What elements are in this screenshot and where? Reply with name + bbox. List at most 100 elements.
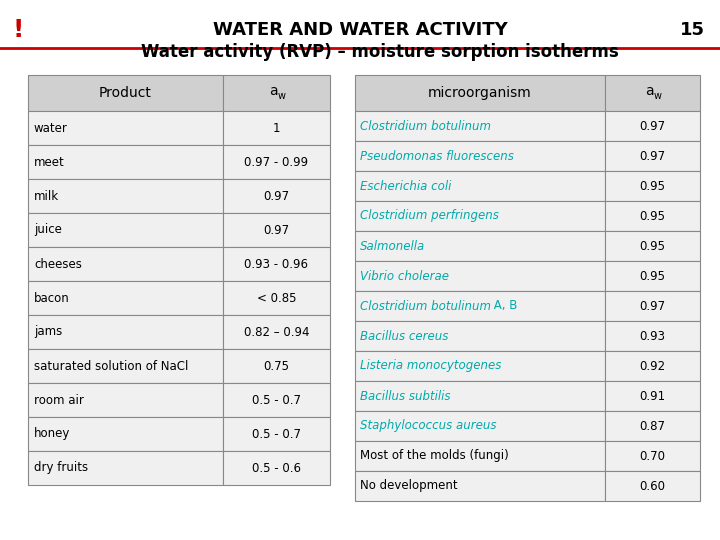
Text: 0.97: 0.97 xyxy=(639,300,665,313)
Bar xyxy=(605,231,700,261)
Text: WATER AND WATER ACTIVITY: WATER AND WATER ACTIVITY xyxy=(212,21,508,39)
Text: 0.95: 0.95 xyxy=(639,240,665,253)
Bar xyxy=(355,75,605,111)
Bar xyxy=(605,75,700,111)
Bar xyxy=(223,213,330,247)
Text: Vibrio cholerae: Vibrio cholerae xyxy=(360,269,449,282)
Bar xyxy=(28,145,223,179)
Text: Clostridium botulinum: Clostridium botulinum xyxy=(360,300,491,313)
Bar xyxy=(223,111,330,145)
Bar xyxy=(605,111,700,141)
Text: Staphylococcus aureus: Staphylococcus aureus xyxy=(360,420,497,433)
Text: < 0.85: < 0.85 xyxy=(257,292,296,305)
Bar xyxy=(223,451,330,485)
Bar xyxy=(355,351,605,381)
Bar xyxy=(28,213,223,247)
Text: 0.5 - 0.6: 0.5 - 0.6 xyxy=(252,462,301,475)
Bar xyxy=(223,281,330,315)
Bar xyxy=(605,441,700,471)
Bar xyxy=(355,291,605,321)
Bar xyxy=(28,451,223,485)
Text: honey: honey xyxy=(34,428,71,441)
Bar xyxy=(605,471,700,501)
Text: 0.97 - 0.99: 0.97 - 0.99 xyxy=(244,156,309,168)
Text: 0.75: 0.75 xyxy=(264,360,289,373)
Bar xyxy=(223,179,330,213)
Bar xyxy=(355,471,605,501)
Bar xyxy=(223,349,330,383)
Bar xyxy=(28,281,223,315)
Bar xyxy=(605,381,700,411)
Bar xyxy=(605,141,700,171)
Text: 0.93: 0.93 xyxy=(639,329,665,342)
Text: 0.97: 0.97 xyxy=(264,190,289,202)
Text: Product: Product xyxy=(99,86,152,100)
Text: Bacillus subtilis: Bacillus subtilis xyxy=(360,389,451,402)
Bar xyxy=(28,417,223,451)
Text: jams: jams xyxy=(34,326,62,339)
Text: 0.5 - 0.7: 0.5 - 0.7 xyxy=(252,394,301,407)
Bar xyxy=(605,201,700,231)
Text: 0.97: 0.97 xyxy=(639,119,665,132)
Text: 0.82 – 0.94: 0.82 – 0.94 xyxy=(244,326,310,339)
Bar xyxy=(355,171,605,201)
Bar xyxy=(28,315,223,349)
Bar xyxy=(355,321,605,351)
Bar xyxy=(355,141,605,171)
Bar xyxy=(28,179,223,213)
Text: Escherichia coli: Escherichia coli xyxy=(360,179,451,192)
Text: 1: 1 xyxy=(273,122,280,134)
Text: water: water xyxy=(34,122,68,134)
Text: 0.95: 0.95 xyxy=(639,210,665,222)
Text: 0.97: 0.97 xyxy=(639,150,665,163)
Bar xyxy=(28,349,223,383)
Bar xyxy=(223,417,330,451)
Text: 0.70: 0.70 xyxy=(639,449,665,462)
Bar xyxy=(605,291,700,321)
Text: 0.92: 0.92 xyxy=(639,360,665,373)
Text: A, B: A, B xyxy=(490,300,518,313)
Bar xyxy=(605,411,700,441)
Text: Pseudomonas fluorescens: Pseudomonas fluorescens xyxy=(360,150,514,163)
Bar xyxy=(28,111,223,145)
Text: 0.5 - 0.7: 0.5 - 0.7 xyxy=(252,428,301,441)
Bar xyxy=(355,441,605,471)
Text: Salmonella: Salmonella xyxy=(360,240,426,253)
Text: microorganism: microorganism xyxy=(428,86,532,100)
Text: w: w xyxy=(277,91,286,101)
Text: 0.60: 0.60 xyxy=(639,480,665,492)
Bar xyxy=(605,321,700,351)
Text: 0.93 - 0.96: 0.93 - 0.96 xyxy=(245,258,308,271)
Bar xyxy=(605,171,700,201)
Bar xyxy=(355,201,605,231)
Text: 0.97: 0.97 xyxy=(264,224,289,237)
Text: 15: 15 xyxy=(680,21,705,39)
Bar xyxy=(605,351,700,381)
Bar xyxy=(223,75,330,111)
Bar xyxy=(355,411,605,441)
Text: room air: room air xyxy=(34,394,84,407)
Text: a: a xyxy=(645,84,654,98)
Text: 0.95: 0.95 xyxy=(639,179,665,192)
Text: a: a xyxy=(269,84,278,98)
Text: 0.91: 0.91 xyxy=(639,389,665,402)
Bar xyxy=(28,247,223,281)
Bar xyxy=(28,383,223,417)
Text: saturated solution of NaCl: saturated solution of NaCl xyxy=(34,360,189,373)
Text: dry fruits: dry fruits xyxy=(34,462,88,475)
Text: w: w xyxy=(654,91,662,101)
Text: Water activity (RVP) – moisture sorption isotherms: Water activity (RVP) – moisture sorption… xyxy=(141,43,619,61)
Text: juice: juice xyxy=(34,224,62,237)
Text: 0.87: 0.87 xyxy=(639,420,665,433)
Text: meet: meet xyxy=(34,156,65,168)
Text: Listeria monocytogenes: Listeria monocytogenes xyxy=(360,360,501,373)
Text: 0.95: 0.95 xyxy=(639,269,665,282)
Bar xyxy=(28,75,223,111)
Bar xyxy=(223,145,330,179)
Text: Bacillus cereus: Bacillus cereus xyxy=(360,329,449,342)
Bar xyxy=(223,315,330,349)
Bar xyxy=(355,231,605,261)
Bar xyxy=(355,261,605,291)
Bar xyxy=(605,261,700,291)
Text: Clostridium perfringens: Clostridium perfringens xyxy=(360,210,499,222)
